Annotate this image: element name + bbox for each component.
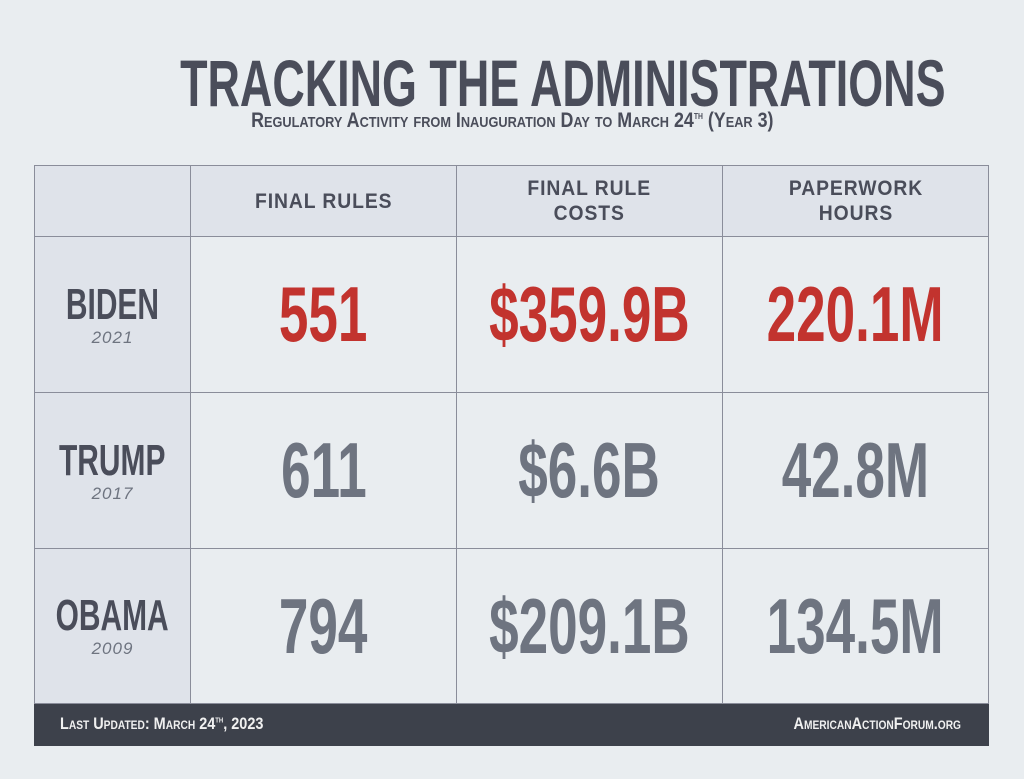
row-header-obama: OBAMA 2009 <box>35 549 191 703</box>
updated-text: Last Updated: March 24 <box>60 714 216 733</box>
last-updated: Last Updated: March 24th, 2023 <box>60 714 263 734</box>
comparison-table: FINAL RULES FINAL RULE COSTS PAPERWORK H… <box>34 165 989 704</box>
value-paperwork-hours: 220.1M <box>767 270 944 358</box>
page-title: TRACKING THE ADMINISTRATIONS <box>0 48 1024 118</box>
row-header-biden: BIDEN 2021 <box>35 237 191 393</box>
cell-final-rule-costs: $359.9B <box>457 237 723 393</box>
president-name: TRUMP <box>59 435 166 485</box>
subtitle-main: Regulatory Activity from Inauguration Da… <box>250 109 694 132</box>
subtitle-suffix: (Year 3) <box>702 109 774 132</box>
site-link[interactable]: AmericanActionForum.org <box>793 714 961 733</box>
inauguration-year: 2021 <box>91 327 134 347</box>
president-name: OBAMA <box>55 591 170 640</box>
inauguration-year: 2017 <box>91 483 134 503</box>
value-final-rule-costs: $359.9B <box>489 270 690 358</box>
cell-final-rule-costs: $209.1B <box>457 549 723 703</box>
value-final-rule-costs: $6.6B <box>518 426 661 514</box>
cell-final-rules: 794 <box>191 549 457 703</box>
value-paperwork-hours: 134.5M <box>767 581 944 670</box>
subtitle-sup: th <box>693 108 703 122</box>
president-name: BIDEN <box>65 279 160 329</box>
value-final-rules: 551 <box>279 270 368 358</box>
value-final-rules: 611 <box>280 426 367 514</box>
subtitle-text: Regulatory Activity from Inauguration Da… <box>251 108 773 133</box>
header-label: FINAL RULE COSTS <box>527 177 652 225</box>
updated-sup: th <box>215 714 224 726</box>
header-corner <box>35 166 191 237</box>
header-label: PAPERWORK HOURS <box>788 177 923 225</box>
cell-final-rules: 611 <box>191 393 457 549</box>
cell-paperwork-hours: 42.8M <box>723 393 988 549</box>
cell-paperwork-hours: 220.1M <box>723 237 988 393</box>
header-final-rules: FINAL RULES <box>191 166 457 237</box>
header-paperwork-hours: PAPERWORK HOURS <box>723 166 988 237</box>
row-header-trump: TRUMP 2017 <box>35 393 191 549</box>
value-final-rules: 794 <box>279 581 368 670</box>
title-text: TRACKING THE ADMINISTRATIONS <box>180 46 946 120</box>
updated-suffix: , 2023 <box>223 714 264 733</box>
value-final-rule-costs: $209.1B <box>489 581 690 670</box>
value-paperwork-hours: 42.8M <box>781 426 930 514</box>
cell-final-rule-costs: $6.6B <box>457 393 723 549</box>
subtitle: Regulatory Activity from Inauguration Da… <box>0 108 1024 133</box>
footer-bar: Last Updated: March 24th, 2023 AmericanA… <box>34 704 989 746</box>
cell-final-rules: 551 <box>191 237 457 393</box>
header-final-rule-costs: FINAL RULE COSTS <box>457 166 723 237</box>
header-label: FINAL RULES <box>254 189 393 213</box>
inauguration-year: 2009 <box>91 639 134 658</box>
cell-paperwork-hours: 134.5M <box>723 549 988 703</box>
